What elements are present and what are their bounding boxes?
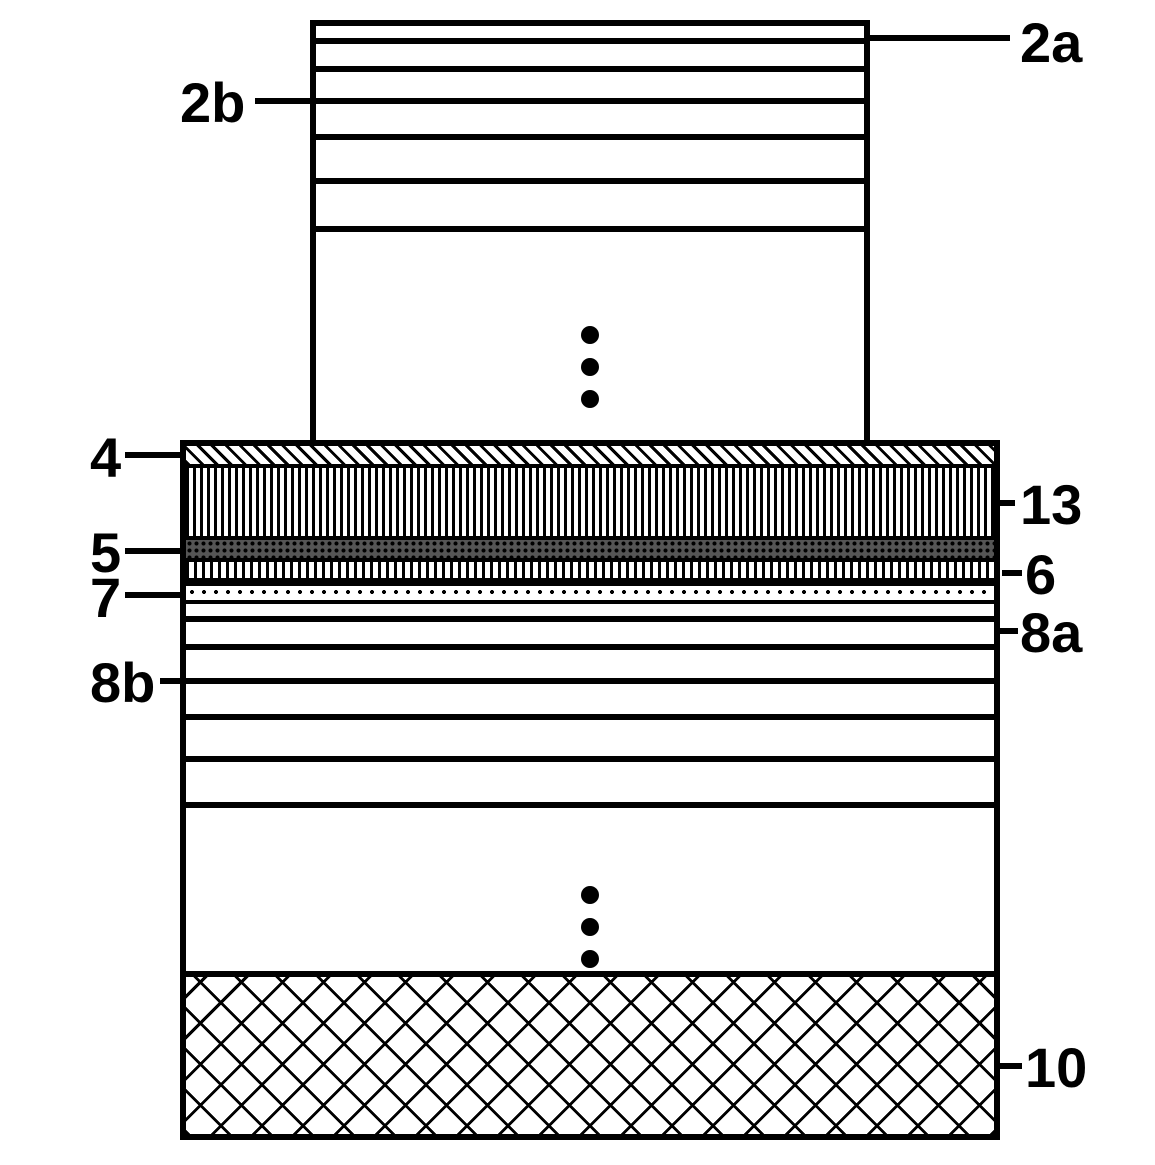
layer-6 (186, 562, 994, 582)
label-8a: 8a (1020, 600, 1082, 665)
leader-10 (1000, 1063, 1022, 1069)
leader-2a (870, 35, 1010, 41)
ellipsis-dot (581, 950, 599, 968)
label-8b: 8b (90, 650, 155, 715)
ellipsis-dot (581, 326, 599, 344)
label-6: 6 (1025, 542, 1056, 607)
leader-13 (995, 500, 1015, 506)
top-hline (316, 66, 864, 72)
label-7: 7 (90, 565, 121, 630)
ellipsis-dot (581, 918, 599, 936)
label-13: 13 (1020, 472, 1082, 537)
layer-13 (186, 468, 994, 540)
ellipsis-dot (581, 358, 599, 376)
label-2b: 2b (180, 70, 245, 135)
top-hline (316, 38, 864, 44)
label-10: 10 (1025, 1035, 1087, 1100)
label-2a: 2a (1020, 10, 1082, 75)
bottom-hline (186, 714, 994, 720)
leader-8a (998, 628, 1018, 634)
bottom-hline (186, 756, 994, 762)
bottom-hline (186, 644, 994, 650)
layer-7 (186, 582, 994, 604)
ellipsis-dot (581, 390, 599, 408)
layer-5 (186, 540, 994, 562)
layer-4 (186, 446, 994, 468)
leader-8b (160, 678, 190, 684)
ellipsis-dot (581, 886, 599, 904)
leader-7 (125, 592, 185, 598)
bottom-hline (186, 678, 994, 684)
leader-4 (125, 452, 185, 458)
label-4: 4 (90, 425, 121, 490)
bottom-stack (180, 440, 1000, 1140)
top-stack (310, 20, 870, 440)
layer-10-substrate (186, 971, 994, 1134)
bottom-hline (186, 802, 994, 808)
leader-6 (1002, 570, 1022, 576)
bottom-hline (186, 616, 994, 622)
top-hline (316, 98, 864, 104)
top-hline (316, 178, 864, 184)
top-hline (316, 134, 864, 140)
leader-5 (125, 548, 185, 554)
top-hline (316, 226, 864, 232)
leader-2b (255, 98, 335, 104)
diagram-stage: 2a 2b 4 13 5 6 7 8a 8b 10 (90, 20, 1060, 1140)
